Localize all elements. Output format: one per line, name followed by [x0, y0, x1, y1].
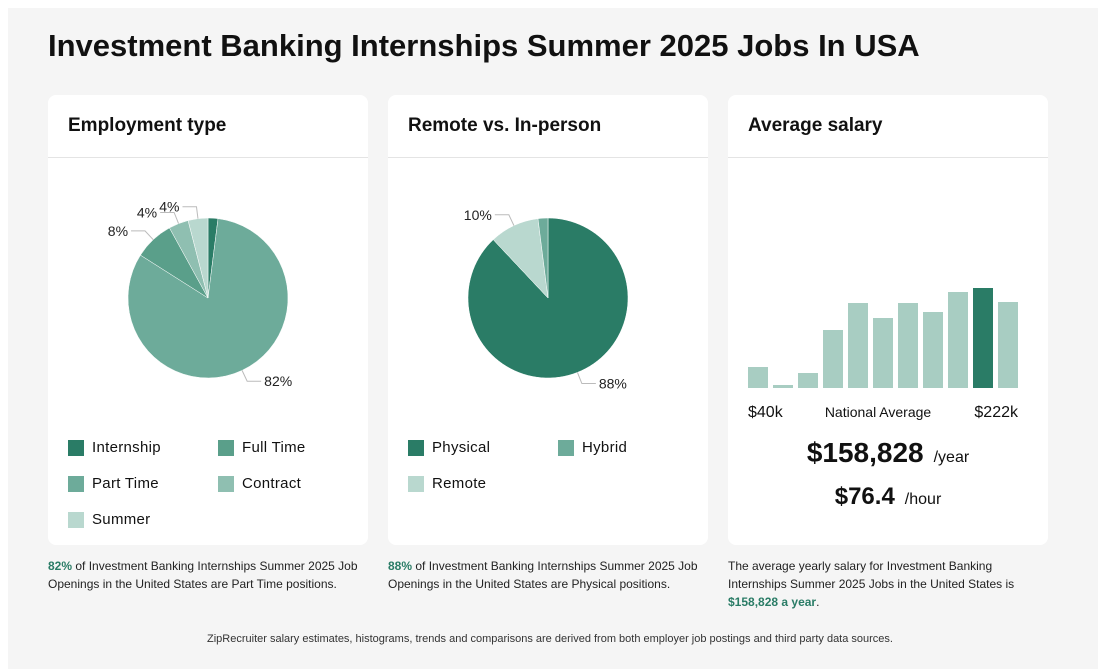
histogram-bar-8	[923, 312, 943, 388]
salary-caption: The average yearly salary for Investment…	[728, 557, 1048, 611]
legend-swatch-remote	[408, 475, 424, 492]
legend-swatch-part-time	[68, 475, 84, 492]
page-title: Investment Banking Internships Summer 20…	[48, 28, 920, 63]
yearly-salary-unit: /year	[933, 449, 970, 466]
legend-label-full-time: Full Time	[242, 439, 306, 456]
legend-swatch-full-time	[218, 439, 234, 456]
card-title-salary: Average salary	[728, 95, 1048, 158]
legend-swatch-summer	[68, 511, 84, 528]
pie-leader-full-time	[131, 230, 154, 241]
histogram-bar-1	[748, 367, 768, 388]
histogram-bar-7	[898, 303, 918, 388]
employment-caption-text: of Investment Banking Internships Summer…	[48, 559, 358, 591]
hourly-salary-value: $76.4	[834, 483, 895, 510]
legend-label-part-time: Part Time	[92, 475, 159, 492]
pie-leader-physical	[576, 372, 596, 385]
salary-histogram: $40k National Average $222k	[748, 288, 1019, 421]
pie-label-remote: 10%	[464, 207, 492, 223]
histogram-bar-11	[998, 302, 1018, 388]
legend-item-part-time: Part Time	[68, 475, 159, 492]
histogram-bar-5	[848, 303, 868, 388]
salary-caption-end: .	[816, 595, 820, 609]
salary-min-label: $40k	[748, 404, 784, 421]
legend-item-remote: Remote	[408, 475, 486, 492]
legend-swatch-internship	[68, 439, 84, 456]
legend-swatch-physical	[408, 439, 424, 456]
pie-label-physical: 88%	[599, 376, 627, 392]
legend-item-contract: Contract	[218, 475, 301, 492]
histogram-bar-2	[773, 385, 793, 388]
remote-caption-text: of Investment Banking Internships Summer…	[388, 559, 698, 591]
salary-caption-text: The average yearly salary for Investment…	[728, 559, 1015, 591]
pie-label-part-time: 82%	[264, 373, 292, 389]
legend-item-full-time: Full Time	[218, 439, 306, 456]
legend-item-hybrid: Hybrid	[558, 439, 627, 456]
pie-leader-summer	[182, 206, 199, 219]
legend-label-physical: Physical	[432, 439, 491, 456]
hourly-salary: $76.4/hour	[728, 483, 1048, 511]
employment-caption: 82% of Investment Banking Internships Su…	[48, 557, 368, 593]
pie-label-full-time: 8%	[108, 223, 128, 239]
salary-caption-amount: $158,828 a year	[728, 595, 817, 609]
employment-type-card: Employment type 82% 8% 4% 4% Internship Full…	[48, 95, 368, 545]
histogram-bar-4	[823, 330, 843, 388]
legend-swatch-contract	[218, 475, 234, 492]
remote-pie-chart: 88% 10%	[464, 207, 629, 392]
remote-caption: 88% of Investment Banking Internships Su…	[388, 557, 708, 593]
legend-item-internship: Internship	[68, 439, 161, 456]
remote-card: Remote vs. In-person 88% 10% Physical Hybr…	[388, 95, 708, 545]
card-title-employment: Employment type	[48, 95, 368, 158]
legend-item-summer: Summer	[68, 511, 150, 528]
histogram-bar-3	[798, 373, 818, 388]
yearly-salary-value: $158,828	[806, 437, 924, 468]
pie-label-contract: 4%	[137, 204, 157, 220]
pie-leader-remote	[494, 214, 515, 226]
salary-card: Average salary $40k National Average $22…	[728, 95, 1048, 545]
pie-leader-part-time	[241, 370, 262, 382]
legend-item-physical: Physical	[408, 439, 490, 456]
pie-leader-contract	[160, 211, 180, 224]
legend-label-internship: Internship	[92, 439, 161, 456]
legend-label-contract: Contract	[242, 475, 302, 492]
yearly-salary: $158,828/year	[728, 437, 1048, 469]
footnote: ZipRecruiter salary estimates, histogram…	[207, 633, 893, 645]
legend-label-remote: Remote	[432, 475, 487, 492]
card-title-remote: Remote vs. In-person	[388, 95, 708, 158]
remote-caption-pct: 88%	[388, 559, 413, 573]
pie-slice-hybrid	[537, 217, 549, 299]
employment-caption-pct: 82%	[48, 559, 73, 573]
salary-max-label: $222k	[974, 404, 1019, 421]
national-average-label: National Average	[825, 404, 932, 420]
legend-label-summer: Summer	[92, 511, 151, 528]
histogram-bar-9	[948, 292, 968, 388]
legend-swatch-hybrid	[558, 439, 574, 456]
histogram-bar-10	[973, 288, 993, 388]
pie-label-summer: 4%	[159, 199, 179, 215]
histogram-bar-6	[873, 318, 893, 388]
employment-pie-chart: 82% 8% 4% 4%	[108, 199, 292, 390]
hourly-salary-unit: /hour	[904, 491, 942, 508]
legend-label-hybrid: Hybrid	[582, 439, 628, 456]
